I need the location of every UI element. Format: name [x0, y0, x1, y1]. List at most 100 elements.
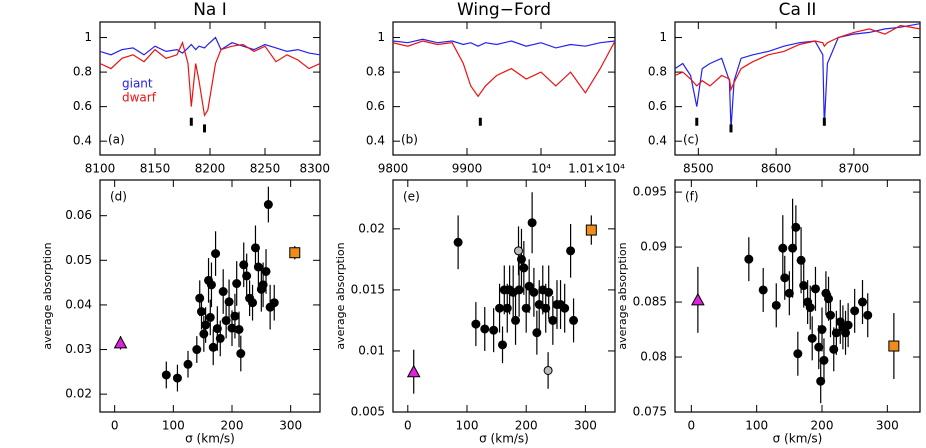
y-tick-label: 0.02 — [358, 221, 385, 235]
point — [192, 345, 202, 355]
y-tick-label: 0.09 — [640, 240, 667, 254]
x-tick-label: 9800 — [378, 162, 409, 176]
x-tick-label: 200 — [221, 419, 244, 433]
y-tick-label: 0.8 — [648, 65, 667, 79]
point — [529, 287, 539, 297]
y-tick-label: 0.015 — [351, 282, 385, 296]
point — [796, 255, 806, 265]
point-square — [888, 340, 900, 352]
x-tick-label: 8150 — [140, 162, 171, 176]
panel-annotation: (d) — [110, 190, 127, 204]
plot-frame — [674, 21, 921, 156]
x-tick-label: 200 — [811, 419, 834, 433]
point — [560, 303, 570, 313]
y-tick-label: 0.8 — [366, 65, 385, 79]
point — [215, 333, 225, 343]
point — [212, 324, 222, 334]
point — [195, 293, 205, 303]
x-tick-label: 0 — [111, 419, 119, 433]
point — [805, 303, 815, 313]
plot-frame — [392, 21, 616, 156]
spectrum-line — [675, 24, 920, 92]
point — [524, 281, 534, 291]
panel-title: Na I — [193, 0, 227, 20]
x-tick-label: 300 — [876, 419, 899, 433]
point — [824, 294, 834, 304]
point — [858, 297, 868, 307]
y-tick-label: 0.06 — [65, 208, 92, 222]
point — [807, 333, 817, 343]
point-square — [289, 247, 301, 259]
y-tick-label: 0.6 — [366, 99, 385, 113]
point — [236, 349, 246, 359]
x-tick-label: 8200 — [195, 162, 226, 176]
point — [196, 307, 206, 317]
x-tick-label: 10⁴ — [531, 162, 551, 176]
y-tick-label: 0.075 — [633, 405, 667, 419]
point — [519, 263, 529, 273]
point-triangle — [406, 364, 421, 378]
point — [541, 303, 551, 313]
x-tick-label: 8100 — [85, 162, 116, 176]
y-tick-label: 0.4 — [73, 134, 92, 148]
point — [511, 315, 521, 325]
point — [495, 303, 505, 313]
point — [843, 320, 853, 330]
point — [793, 349, 803, 359]
point — [771, 300, 781, 310]
spectrum-line — [393, 40, 615, 98]
x-tick-label: 9900 — [452, 162, 483, 176]
x-tick-label: 100 — [745, 419, 768, 433]
x-tick-label: 200 — [515, 419, 538, 433]
y-tick-label: 0.01 — [358, 343, 385, 357]
spectrum-line — [100, 40, 320, 117]
point — [744, 254, 754, 264]
point-triangle — [691, 292, 705, 306]
panel-annotation: (b) — [401, 133, 418, 147]
point — [453, 237, 463, 247]
x-tick-label: 300 — [574, 419, 597, 433]
point — [863, 310, 873, 320]
point — [172, 373, 182, 383]
x-axis-label: σ (km/s) — [185, 432, 235, 446]
point — [199, 329, 209, 339]
point — [791, 222, 801, 232]
point-square — [585, 224, 597, 236]
point — [829, 344, 839, 354]
point — [261, 266, 271, 276]
point — [566, 246, 576, 256]
point — [816, 376, 826, 386]
point — [498, 340, 508, 350]
point — [532, 328, 542, 338]
point — [205, 312, 215, 322]
point — [239, 260, 249, 270]
point — [544, 287, 554, 297]
x-tick-label: 300 — [279, 419, 302, 433]
panel-title: Wing−Ford — [457, 0, 551, 20]
point — [480, 324, 490, 334]
x-tick-label: 0 — [404, 419, 412, 433]
y-tick-label: 0.4 — [366, 134, 385, 148]
legend-label: dwarf — [122, 91, 157, 105]
point — [269, 298, 279, 308]
point — [230, 311, 240, 321]
point — [211, 249, 221, 259]
y-tick-label: 0.4 — [648, 134, 667, 148]
point — [232, 279, 242, 289]
point-open — [514, 246, 524, 256]
x-tick-label: 1.01×10⁴ — [568, 162, 625, 176]
x-tick-label: 8500 — [683, 162, 714, 176]
point — [780, 273, 790, 283]
point — [850, 306, 860, 316]
y-tick-label: 0.02 — [65, 387, 92, 401]
point — [521, 303, 531, 313]
point — [788, 243, 798, 253]
x-tick-label: 8600 — [761, 162, 792, 176]
x-tick-label: 0 — [688, 419, 696, 433]
point — [250, 243, 260, 253]
point — [201, 320, 211, 330]
y-tick-label: 0.005 — [351, 405, 385, 419]
y-tick-label: 1 — [659, 30, 667, 44]
y-tick-label: 0.08 — [640, 350, 667, 364]
